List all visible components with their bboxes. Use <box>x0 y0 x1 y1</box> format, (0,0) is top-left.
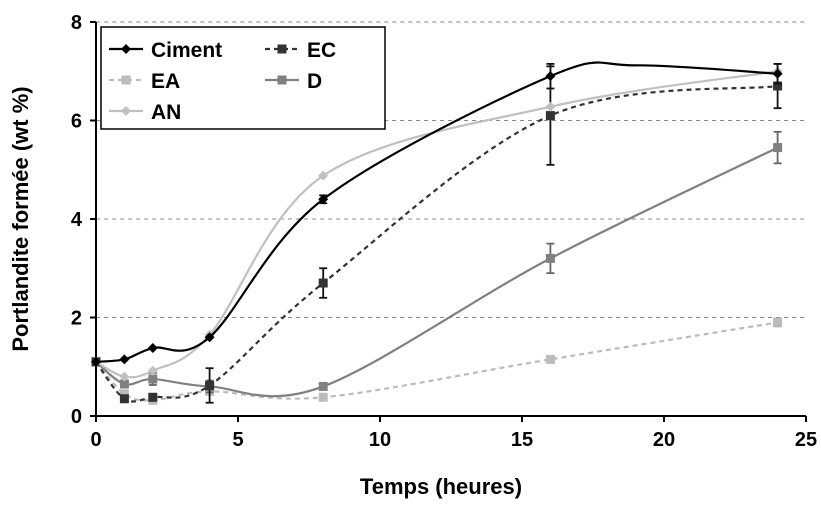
legend-item-ciment: Ciment <box>109 39 222 62</box>
data-point <box>204 332 215 343</box>
data-point <box>205 380 215 390</box>
series-line <box>95 70 778 379</box>
data-point <box>147 343 158 354</box>
data-point <box>318 381 328 391</box>
data-point <box>147 365 158 376</box>
data-point <box>545 354 555 364</box>
data-point <box>119 354 130 365</box>
series-d <box>91 130 783 398</box>
legend-label: Ciment <box>151 39 222 62</box>
legend-item-an: AN <box>109 101 181 124</box>
legend-label: EA <box>151 70 180 93</box>
series-line <box>95 84 778 403</box>
data-point <box>318 194 329 205</box>
legend-label: AN <box>151 101 181 124</box>
legend-marker <box>121 75 131 85</box>
data-point <box>91 356 101 367</box>
data-point <box>119 371 130 382</box>
data-point <box>148 392 158 402</box>
y-tick-label: 4 <box>71 209 83 231</box>
x-tick-label: 15 <box>511 429 533 451</box>
data-point <box>545 71 556 82</box>
y-tick-label: 2 <box>71 308 82 330</box>
legend-marker <box>277 75 287 85</box>
x-tick-label: 25 <box>795 429 817 451</box>
legend-item-d: D <box>265 70 322 93</box>
legend-label: EC <box>307 39 336 62</box>
y-tick-label: 8 <box>71 12 82 34</box>
data-point <box>545 101 556 112</box>
legend-item-ea: EA <box>109 70 180 93</box>
data-point <box>773 317 783 327</box>
series-ciment <box>91 61 783 367</box>
x-tick-label: 5 <box>232 429 243 451</box>
x-tick-label: 0 <box>90 429 101 451</box>
data-point <box>772 68 783 79</box>
tick-labels: 0 2 4 6 8 0 5 10 15 20 25 <box>71 12 817 451</box>
x-axis-title: Temps (heures) <box>360 474 522 499</box>
series-an <box>91 66 783 382</box>
data-point <box>148 374 158 384</box>
legend-box <box>100 26 386 130</box>
data-point <box>119 394 129 404</box>
data-point <box>545 253 555 263</box>
y-tick-label: 0 <box>71 406 82 428</box>
x-tick-label: 10 <box>369 429 391 451</box>
data-point <box>119 379 129 389</box>
data-point <box>773 81 783 91</box>
data-point <box>318 392 328 402</box>
data-point <box>318 170 329 181</box>
series <box>91 61 783 405</box>
legend-marker <box>121 106 131 116</box>
y-axis-title: Portlandite formée (wt %) <box>8 86 33 351</box>
series-line <box>95 321 778 402</box>
legend-item-ec: EC <box>265 39 336 62</box>
legend-marker <box>277 44 287 54</box>
axes <box>90 21 807 422</box>
legend: Ciment EC EA D AN <box>100 26 386 130</box>
legend-label: D <box>307 70 322 93</box>
series-ea <box>91 317 783 405</box>
data-point <box>773 143 783 153</box>
y-tick-label: 6 <box>71 111 82 133</box>
legend-marker <box>121 44 131 54</box>
data-point <box>119 389 129 399</box>
series-line <box>95 146 779 398</box>
data-point <box>545 111 555 121</box>
data-point <box>318 278 328 288</box>
x-tick-label: 20 <box>653 429 675 451</box>
